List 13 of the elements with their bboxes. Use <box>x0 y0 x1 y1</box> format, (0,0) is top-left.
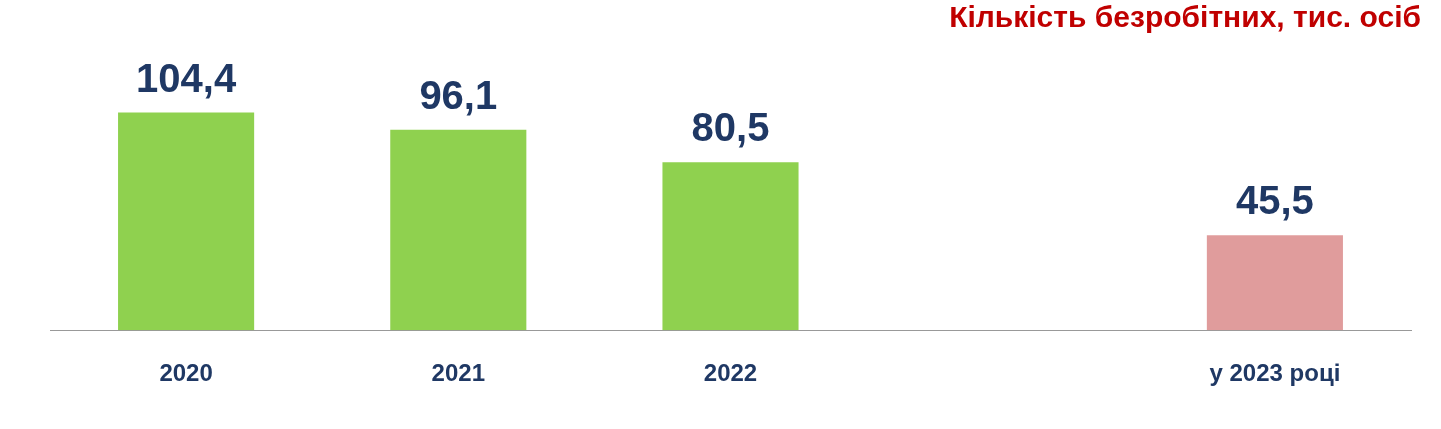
bar <box>662 162 799 331</box>
data-label: 104,4 <box>136 55 237 100</box>
x-tick-label: 2021 <box>431 359 485 387</box>
data-label: 80,5 <box>691 105 770 150</box>
x-tick-label: у 2023 році <box>1209 359 1341 387</box>
bar <box>1206 235 1343 331</box>
chart-title: Кількість безробітних, тис. осіб <box>948 0 1422 34</box>
data-label: 96,1 <box>419 72 498 117</box>
bar <box>118 112 255 331</box>
bar <box>390 129 527 331</box>
x-tick-label: 2022 <box>703 359 758 387</box>
x-tick-label: 2020 <box>159 359 213 387</box>
data-label: 45,5 <box>1235 178 1314 223</box>
